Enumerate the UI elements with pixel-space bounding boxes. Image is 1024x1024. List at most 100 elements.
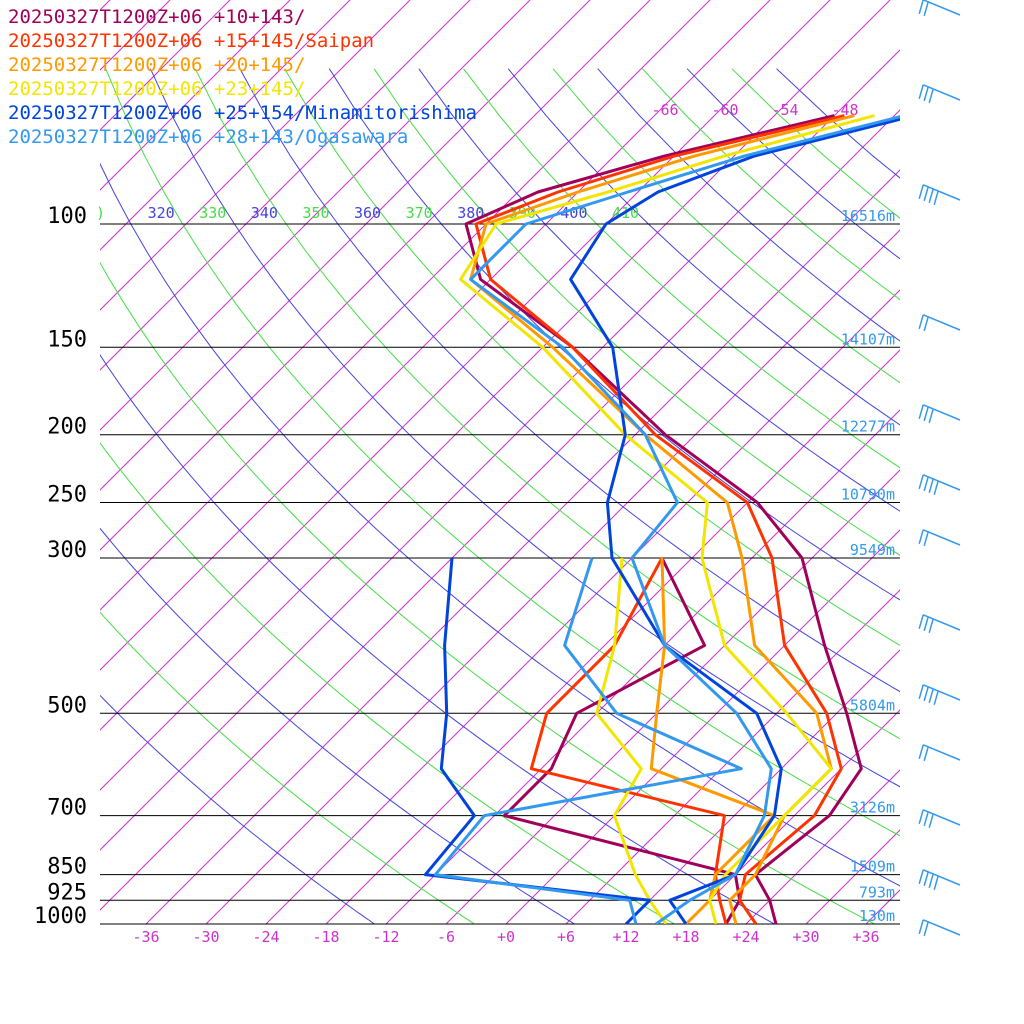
temperature-tick-label: -18 [312,928,339,946]
isotherm-top-label: -54 [771,101,798,119]
adiabat-grid [100,68,900,924]
dry-adiabat [100,694,376,924]
isotherm-line [445,469,900,924]
theta-label: 350 [302,204,329,222]
barb-flag [923,686,929,702]
isotherm-line [505,529,900,924]
wind-barb [918,404,961,424]
barb-flag [918,474,924,490]
barb-flag [918,529,924,545]
pressure-label: 300 [47,538,87,563]
barb-flag [918,0,924,15]
theta-label: 370 [406,204,433,222]
theta-label: 340 [251,204,278,222]
barb-flag [928,873,934,889]
barb-flag [918,614,924,630]
isotherm-line [100,0,351,251]
dry-adiabat [105,68,900,837]
dry-adiabat [776,68,900,179]
temperature-tick-label: +24 [732,928,759,946]
temperature-profile [569,117,900,924]
barb-shaft [922,614,961,631]
temperature-tick-label: -36 [132,928,159,946]
isotherm-line [565,589,900,924]
isotherm-line [100,0,531,431]
barb-flag [933,875,939,891]
barb-flag [918,84,924,100]
pressure-label: 100 [47,204,87,229]
barb-flag [923,616,929,632]
dry-adiabat [100,611,476,924]
barb-shaft [922,869,961,886]
wind-barb [918,529,961,547]
pressure-label: 500 [47,693,87,718]
wind-barb [918,684,961,706]
temperature-tick-label: +18 [672,928,699,946]
isotherm-line [325,349,900,924]
temperature-tick-label: +0 [497,928,515,946]
barb-flag [918,404,924,420]
isotherm-line [865,889,900,924]
temperature-tick-labels: -36 -30 -24 -18 -12 -6 +0 +6 +12 +18 +24 +30 +36 [132,928,879,946]
height-label: 3126m [850,799,895,817]
height-label: 14107m [841,330,895,348]
wind-barb [918,809,961,829]
barb-flag [928,188,934,204]
barb-flag [933,190,939,206]
pressure-label: 1000 [34,904,87,929]
barb-shaft [922,744,961,761]
wind-barbs [918,0,961,937]
wind-barb [918,184,961,206]
temperature-tick-label: +36 [852,928,879,946]
barb-flag [923,811,929,827]
barb-shaft [922,919,961,936]
temperature-tick-label: -6 [437,928,455,946]
barb-flag [918,869,924,885]
legend-entry: 20250327T1200Z+06 +25+154/Minamitorishim… [8,102,477,124]
dry-adiabat [463,68,900,469]
temperature-tick-label: +30 [792,928,819,946]
barb-shaft [922,474,961,491]
isotherm-top-labels: -66 -60 -54 -48 [651,101,858,119]
pressure-label: 200 [47,415,87,440]
barb-flag [923,1,929,17]
pressure-level-lines: 100 16516m 150 14107m 200 12277m 250 10790m 300 9… [34,204,900,929]
dry-adiabat [373,68,900,556]
barb-flag [928,88,934,104]
isotherm-top-label: -60 [711,101,738,119]
temperature-tick-label: -24 [252,928,279,946]
wind-barb [918,614,961,634]
legend-entry: 20250327T1200Z+06 +15+145/Saipan [8,30,374,52]
legend-entry: 20250327T1200Z+06 +28+143/Ogasawara [8,126,408,148]
dewpoint-profile [433,557,743,924]
barb-flag [923,406,929,422]
dry-adiabat [100,442,676,924]
barb-flag [923,531,929,547]
isotherm-top-label: -48 [831,101,858,119]
barb-flag [923,186,929,202]
isotherm-line [100,0,291,191]
pressure-label: 850 [47,855,87,880]
wind-barb [918,869,961,891]
barb-flag [923,921,929,937]
wind-barb [918,919,961,937]
barb-flag [918,744,924,760]
barb-flag [923,316,929,332]
height-label: 793m [859,883,895,901]
temperature-profile [469,114,855,924]
dry-adiabat [100,527,576,924]
isotherm-line [100,0,231,131]
barb-flag [923,476,929,492]
height-label: 10790m [841,486,895,504]
barb-flag [928,813,934,829]
barb-flag [928,618,934,634]
barb-shaft [922,809,961,826]
dry-adiabat [284,68,900,646]
temperature-tick-label: +6 [557,928,575,946]
barb-flag [933,690,939,706]
height-label: 1509m [850,858,895,876]
temperature-tick-label: -12 [372,928,399,946]
height-label: 5804m [850,696,895,714]
barb-flag [918,919,924,935]
